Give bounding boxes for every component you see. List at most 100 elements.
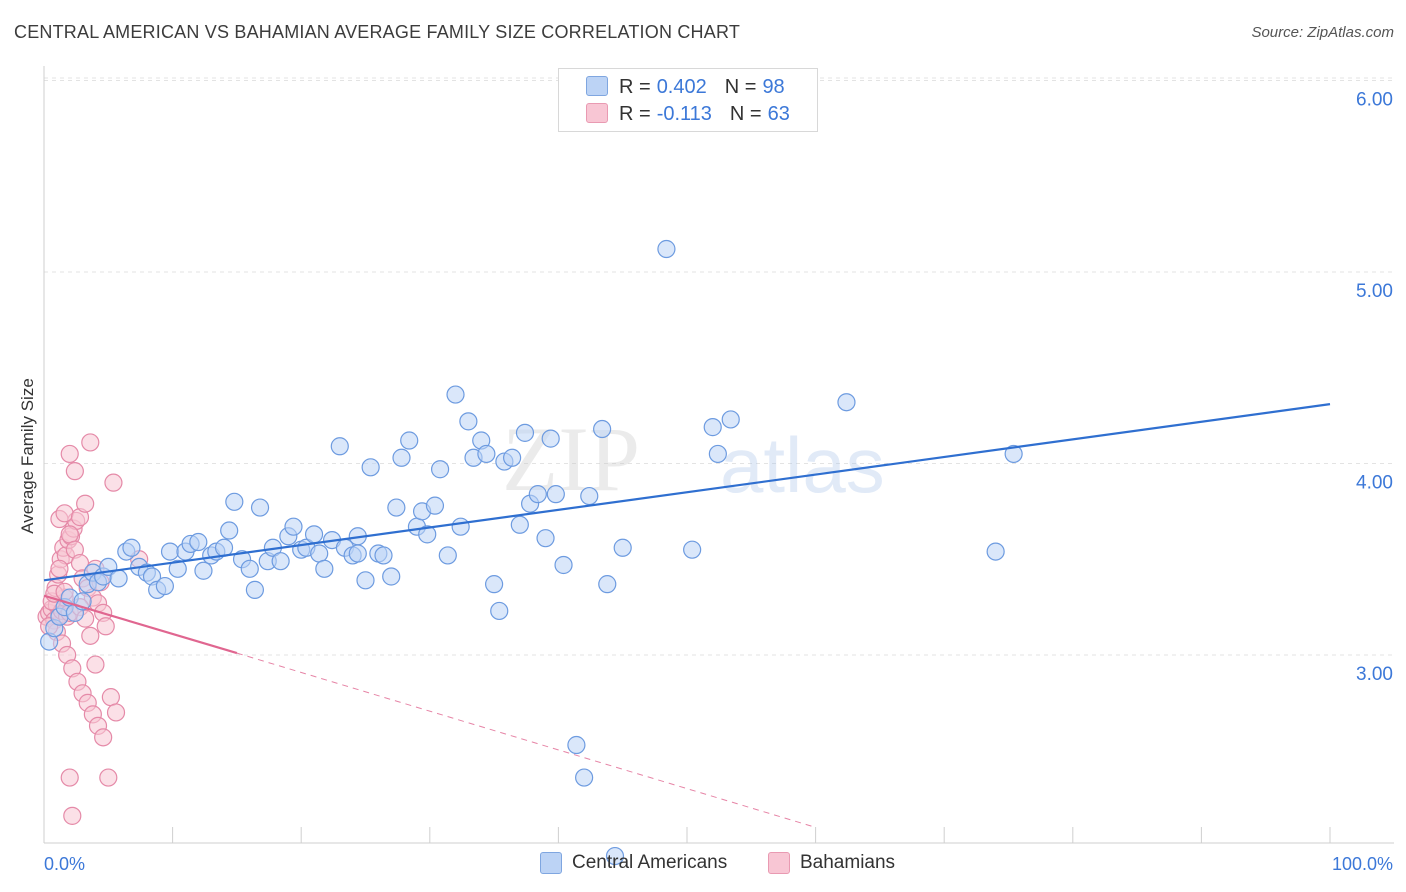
bahamians-trendline xyxy=(43,594,238,655)
bahamians-point xyxy=(101,688,120,707)
central-americans-point xyxy=(721,410,740,429)
central-americans-point xyxy=(361,458,380,477)
bahamians-point xyxy=(55,504,74,523)
legend-r-value: 0.402 xyxy=(656,75,707,98)
bahamians-point xyxy=(106,703,126,722)
central-americans-point xyxy=(683,540,702,559)
bahamians-point xyxy=(65,462,84,481)
bahamians-trendline-extension xyxy=(236,652,816,828)
tick-labels: 3.00 4.00 5.00 6.00 0.0% 100.0% xyxy=(44,90,1393,875)
central-americans-point xyxy=(703,418,722,437)
legend-row-bahamians: R = -0.113 N = 63 xyxy=(586,102,790,126)
central-americans-point xyxy=(580,486,599,506)
central-americans-point xyxy=(605,846,625,866)
central-americans-point xyxy=(490,601,509,621)
bottom-legend-swatch-pink xyxy=(768,852,790,874)
central-americans-point xyxy=(541,429,560,448)
central-americans-point xyxy=(304,525,324,544)
central-americans-point xyxy=(194,561,213,580)
central-americans-point xyxy=(330,437,349,456)
central-americans-point xyxy=(554,555,573,575)
central-americans-point xyxy=(109,569,128,588)
central-americans-point xyxy=(598,575,617,594)
bottom-legend-label-blue: Central Americans xyxy=(572,852,728,873)
central-americans-point xyxy=(245,580,265,599)
central-americans-point xyxy=(503,448,522,467)
central-americans-point xyxy=(528,485,547,504)
central-americans-point xyxy=(400,431,419,450)
central-americans-point xyxy=(546,485,565,504)
bahamians-point xyxy=(63,806,82,825)
x-tick-label-right: 100.0% xyxy=(1332,854,1393,874)
central-americans-point xyxy=(315,559,334,578)
central-americans-point xyxy=(122,538,141,557)
bottom-legend-swatch-blue xyxy=(540,852,562,874)
central-americans-point xyxy=(485,575,504,594)
central-americans-point xyxy=(418,525,437,544)
trendlines xyxy=(43,403,1331,828)
bahamians-point xyxy=(99,768,118,787)
central-americans-points xyxy=(40,239,1023,866)
central-americans-point xyxy=(250,498,270,517)
legend-n-value: 63 xyxy=(767,102,790,125)
central-americans-point xyxy=(446,385,465,404)
central-americans-point xyxy=(477,444,496,464)
legend-r-value: -0.113 xyxy=(656,102,712,125)
central-americans-point xyxy=(837,393,856,412)
x-tick-label-left: 0.0% xyxy=(44,854,85,874)
central-americans-point xyxy=(613,538,632,557)
legend-n-label: N = xyxy=(729,102,762,125)
legend-n-value: 98 xyxy=(762,75,785,98)
central-americans-point xyxy=(708,444,727,464)
central-americans-point xyxy=(1004,444,1023,464)
central-americans-point xyxy=(189,532,208,552)
central-americans-point xyxy=(374,546,393,565)
central-americans-point xyxy=(240,559,259,578)
central-americans-point xyxy=(438,546,457,565)
chart-title: CENTRAL AMERICAN VS BAHAMIAN AVERAGE FAM… xyxy=(14,22,741,42)
legend-r-label: R = xyxy=(619,75,651,98)
bottom-legend-bahamians: Bahamians xyxy=(768,852,895,874)
central-americans-point xyxy=(348,544,367,563)
central-americans-point xyxy=(510,515,529,534)
central-americans-point xyxy=(220,521,239,540)
watermark-atlas: atlas xyxy=(720,421,885,509)
central-americans-point xyxy=(593,419,612,439)
bahamians-point xyxy=(60,768,79,787)
bottom-legend-central-americans: Central Americans xyxy=(540,852,727,874)
y-tick-label: 4.00 xyxy=(1356,473,1393,494)
central-americans-point xyxy=(271,552,290,571)
bahamians-point xyxy=(60,525,79,544)
bahamians-point xyxy=(81,433,100,452)
watermark-zip: ZIP xyxy=(502,408,640,510)
central-americans-point xyxy=(284,517,303,536)
central-americans-trendline xyxy=(43,403,1331,582)
legend-swatch-blue xyxy=(586,76,608,96)
bahamians-point xyxy=(76,494,95,513)
central-americans-point xyxy=(459,412,478,431)
bahamians-point xyxy=(50,559,69,578)
y-tick-label: 5.00 xyxy=(1356,281,1393,302)
central-americans-point xyxy=(387,498,406,517)
legend-r-label: R = xyxy=(619,102,651,125)
legend-n-label: N = xyxy=(724,75,757,98)
legend-row-central-americans: R = 0.402 N = 98 xyxy=(586,75,785,99)
bahamians-point xyxy=(104,473,123,492)
y-tick-label: 6.00 xyxy=(1356,90,1393,111)
bahamians-point xyxy=(96,617,115,636)
bottom-legend-label-pink: Bahamians xyxy=(800,852,896,873)
y-tick-label: 3.00 xyxy=(1356,664,1393,685)
central-americans-point xyxy=(160,542,180,561)
central-americans-point xyxy=(392,448,411,467)
central-americans-point xyxy=(425,496,445,515)
central-americans-point xyxy=(430,460,450,479)
axes xyxy=(43,66,1394,844)
central-americans-point xyxy=(155,576,174,596)
central-americans-point xyxy=(536,529,555,548)
stats-legend: R = 0.402 N = 98 R = -0.113 N = 63 xyxy=(558,68,818,132)
bahamians-point xyxy=(60,444,79,464)
central-americans-point xyxy=(657,239,676,259)
source-label: Source: ZipAtlas.com xyxy=(1251,24,1394,41)
central-americans-point xyxy=(567,735,586,755)
